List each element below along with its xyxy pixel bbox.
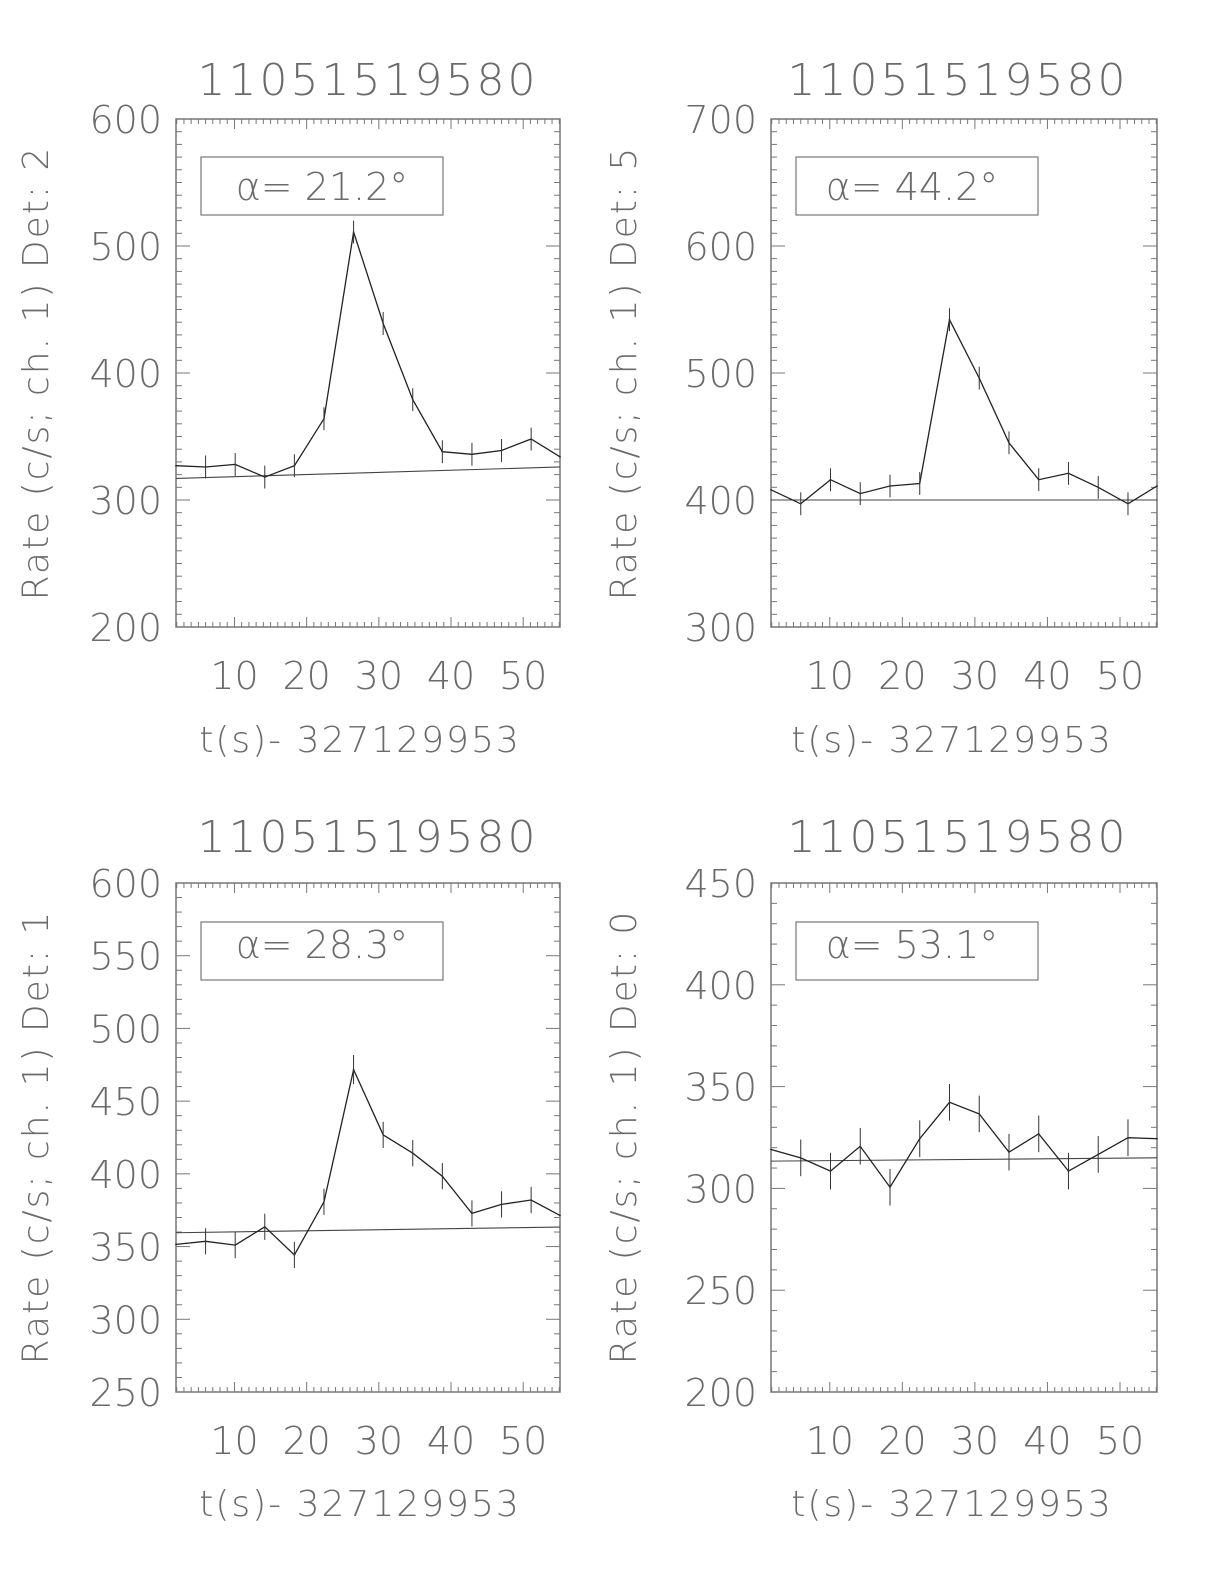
data-point: [770, 489, 772, 491]
x-tick-label: 50: [1096, 1419, 1144, 1463]
annotation-box: [795, 921, 1039, 981]
x-tick-label: 40: [427, 1419, 475, 1463]
y-tick-label: 300: [89, 1298, 162, 1342]
y-tick-label: 400: [89, 1153, 162, 1197]
y-tick-label: 600: [684, 225, 757, 269]
data-point: [1156, 1137, 1158, 1140]
y-tick-label: 600: [89, 862, 162, 906]
y-tick-label: 400: [684, 479, 757, 523]
annotation-box: [200, 156, 444, 216]
y-tick-label: 200: [684, 1371, 757, 1415]
y-tick-label: 350: [89, 1226, 162, 1270]
x-tick-label: 30: [355, 1419, 403, 1463]
rate-series-line: [175, 1067, 561, 1257]
x-axis-label: t(s)- 327129953: [199, 720, 521, 761]
x-tick-label: 10: [806, 1419, 854, 1463]
y-tick-label: 450: [684, 862, 757, 906]
rate-series-line: [175, 231, 561, 478]
y-tick-label: 400: [684, 964, 757, 1008]
y-tick-label: 250: [684, 1269, 757, 1313]
y-tick-label: 600: [89, 98, 162, 142]
panel-title: 11051519580: [198, 55, 539, 106]
background-fit-line: [175, 466, 561, 479]
data-point: [770, 1148, 772, 1151]
panel-title: 11051519580: [198, 812, 539, 863]
y-tick-label: 400: [89, 352, 162, 396]
x-tick-label: 20: [282, 1419, 330, 1463]
x-axis-label: t(s)- 327129953: [791, 1484, 1113, 1525]
data-point: [1156, 485, 1158, 487]
x-tick-label: 40: [1023, 654, 1071, 698]
panel-det-5: 11051519580 Rate (c/s; ch. 1) Det: 5 t(s…: [604, 55, 1158, 761]
y-axis-label: Rate (c/s; ch. 1) Det: 2: [16, 146, 57, 601]
data-point: [559, 456, 561, 458]
y-axis-label: Rate (c/s; ch. 1) Det: 5: [604, 146, 645, 601]
data-point: [559, 1214, 561, 1217]
x-tick-label: 10: [210, 1419, 258, 1463]
alpha-annotation: α= 44.2°: [826, 165, 999, 209]
y-axis-label: Rate (c/s; ch. 1) Det: 1: [16, 910, 57, 1365]
annotation-box: [795, 156, 1039, 216]
y-tick-label: 500: [684, 352, 757, 396]
x-tick-label: 20: [282, 654, 330, 698]
alpha-annotation: α= 53.1°: [826, 923, 999, 967]
y-tick-label: 300: [684, 1167, 757, 1211]
y-tick-label: 500: [89, 1007, 162, 1051]
x-tick-label: 10: [210, 654, 258, 698]
panel-det-2: 11051519580 Rate (c/s; ch. 1) Det: 2 t(s…: [16, 55, 561, 761]
panel-det-0: 11051519580 Rate (c/s; ch. 1) Det: 0 t(s…: [604, 812, 1158, 1525]
x-tick-label: 20: [878, 1419, 926, 1463]
x-tick-label: 10: [806, 654, 854, 698]
panel-det-1: 11051519580 Rate (c/s; ch. 1) Det: 1 t(s…: [16, 812, 561, 1525]
y-tick-label: 300: [89, 479, 162, 523]
y-tick-label: 250: [89, 1371, 162, 1415]
y-tick-label: 550: [89, 935, 162, 979]
x-tick-label: 30: [951, 654, 999, 698]
plot-frame: [770, 882, 1158, 1393]
y-tick-label: 500: [89, 225, 162, 269]
y-tick-label: 700: [684, 98, 757, 142]
x-tick-label: 50: [499, 1419, 547, 1463]
y-tick-label: 450: [89, 1080, 162, 1124]
background-fit-line: [770, 1157, 1158, 1162]
x-tick-label: 50: [1096, 654, 1144, 698]
y-tick-label: 200: [89, 606, 162, 650]
rate-series-line: [770, 1101, 1158, 1189]
x-axis-label: t(s)- 327129953: [791, 720, 1113, 761]
panel-title: 11051519580: [788, 55, 1129, 106]
x-tick-label: 30: [355, 654, 403, 698]
x-tick-label: 50: [499, 654, 547, 698]
alpha-annotation: α= 28.3°: [236, 923, 409, 967]
x-tick-label: 40: [1023, 1419, 1071, 1463]
rate-series-line: [770, 317, 1158, 505]
plot-frame: [175, 882, 561, 1393]
x-tick-label: 20: [878, 654, 926, 698]
y-tick-label: 350: [684, 1066, 757, 1110]
data-point: [175, 464, 177, 467]
background-fit-line: [175, 1226, 561, 1234]
x-tick-label: 30: [951, 1419, 999, 1463]
data-point: [175, 1243, 177, 1246]
y-axis-label: Rate (c/s; ch. 1) Det: 0: [604, 910, 645, 1365]
x-tick-label: 40: [427, 654, 475, 698]
alpha-annotation: α= 21.2°: [236, 165, 409, 209]
annotation-box: [200, 921, 444, 981]
y-tick-label: 300: [684, 606, 757, 650]
x-axis-label: t(s)- 327129953: [199, 1484, 521, 1525]
panel-title: 11051519580: [788, 812, 1129, 863]
